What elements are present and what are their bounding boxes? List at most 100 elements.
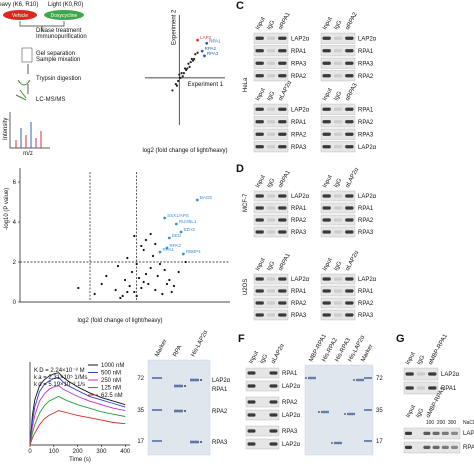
protein-band xyxy=(356,378,364,382)
data-point xyxy=(149,232,152,236)
lane-header: Input xyxy=(322,257,334,272)
blot-label: LAP2α xyxy=(358,277,377,283)
data-point xyxy=(179,230,183,234)
dox-dish xyxy=(44,10,84,20)
blot-band xyxy=(333,194,343,198)
blot-strip xyxy=(245,409,280,421)
marker-size: 17 xyxy=(137,439,144,445)
blot-band xyxy=(278,289,287,293)
blot-band xyxy=(247,442,256,446)
point-label: RPA1 xyxy=(163,247,175,252)
blot-band xyxy=(269,413,278,417)
lane-header: Input xyxy=(248,350,260,365)
blot-band xyxy=(333,313,343,317)
blot-band xyxy=(345,313,354,317)
marker-band xyxy=(364,377,372,379)
blot-band xyxy=(333,107,343,111)
band-marker xyxy=(344,413,346,415)
data-point xyxy=(163,216,167,220)
data-point xyxy=(154,288,157,292)
blot-strip xyxy=(245,367,280,379)
blot-band xyxy=(322,230,331,234)
blot-band xyxy=(255,36,264,40)
x-tick-label: 400 xyxy=(120,449,131,455)
blot-band xyxy=(255,145,264,149)
blot-band xyxy=(345,61,354,65)
data-point xyxy=(147,282,150,286)
blot-band xyxy=(266,206,276,210)
lane-header: IgG xyxy=(266,90,276,102)
vehicle-dish xyxy=(3,10,37,20)
blot-label: RPA3 xyxy=(291,145,307,151)
panel-letter: D xyxy=(236,163,244,175)
blot-band xyxy=(345,289,354,293)
panel-letter: C xyxy=(236,0,244,12)
sensorgram-line xyxy=(29,376,126,446)
blot-strip xyxy=(245,438,280,450)
legend-label: 250 nM xyxy=(101,378,121,384)
blot-band xyxy=(441,431,449,435)
blot-band xyxy=(269,384,278,388)
blot-label: RPA2 xyxy=(358,74,374,80)
data-point xyxy=(137,276,141,280)
data-point xyxy=(182,72,185,75)
blot-band xyxy=(247,400,256,404)
blot-band xyxy=(278,230,287,234)
data-point xyxy=(142,280,145,284)
data-point xyxy=(167,236,171,240)
blot-band xyxy=(278,74,287,78)
data-point xyxy=(168,278,171,282)
data-point xyxy=(184,260,187,264)
data-point xyxy=(183,67,187,70)
blot-band xyxy=(278,313,287,317)
blot-band xyxy=(333,218,343,222)
blot-band xyxy=(255,301,264,305)
blot-label: LAP2α xyxy=(282,384,301,390)
blot-band xyxy=(345,36,354,40)
data-point xyxy=(77,286,80,290)
marker-band xyxy=(364,440,372,442)
data-point xyxy=(135,294,138,298)
lane-header: Input xyxy=(322,87,334,102)
data-point xyxy=(181,252,185,256)
data-point xyxy=(189,61,192,64)
blot-band xyxy=(333,145,343,149)
blot-band xyxy=(322,49,331,53)
blot-band xyxy=(255,206,264,210)
panel-letter: F xyxy=(238,333,245,345)
lane-header: Input xyxy=(405,404,417,419)
lane-header: IgG xyxy=(259,353,269,365)
data-point xyxy=(154,242,157,246)
blot-band xyxy=(269,400,278,404)
blot-strip xyxy=(245,380,280,392)
blot-band xyxy=(333,289,343,293)
blot-band xyxy=(322,206,331,210)
data-point xyxy=(190,57,193,61)
blot-band xyxy=(345,277,354,281)
x-tick-label: 0 xyxy=(28,449,32,455)
salt-value: 300 xyxy=(448,420,457,426)
blot-label: RPA1 xyxy=(291,206,307,212)
data-point xyxy=(177,79,180,83)
blot-band xyxy=(345,301,354,305)
cell-line-label: HeLa xyxy=(243,77,249,92)
y-tick-label: 4 xyxy=(13,220,17,226)
point-label: EZH2 xyxy=(184,227,196,232)
blot-band xyxy=(345,120,354,124)
blot-band xyxy=(451,431,458,435)
salt-label: NaCl xyxy=(463,420,474,426)
blot-band xyxy=(333,132,343,136)
data-point xyxy=(149,266,152,270)
y-tick-label: 0 xyxy=(13,300,17,306)
marker-size: 72 xyxy=(137,376,144,382)
data-point xyxy=(205,41,209,45)
blot-band xyxy=(255,61,264,65)
blot-strip xyxy=(245,425,280,437)
sensorgram-line xyxy=(29,385,126,446)
band-marker xyxy=(318,411,320,413)
band-label: RPA1 xyxy=(212,387,228,393)
data-point xyxy=(133,290,136,294)
blot-band xyxy=(416,386,426,390)
blot-band xyxy=(333,36,343,40)
